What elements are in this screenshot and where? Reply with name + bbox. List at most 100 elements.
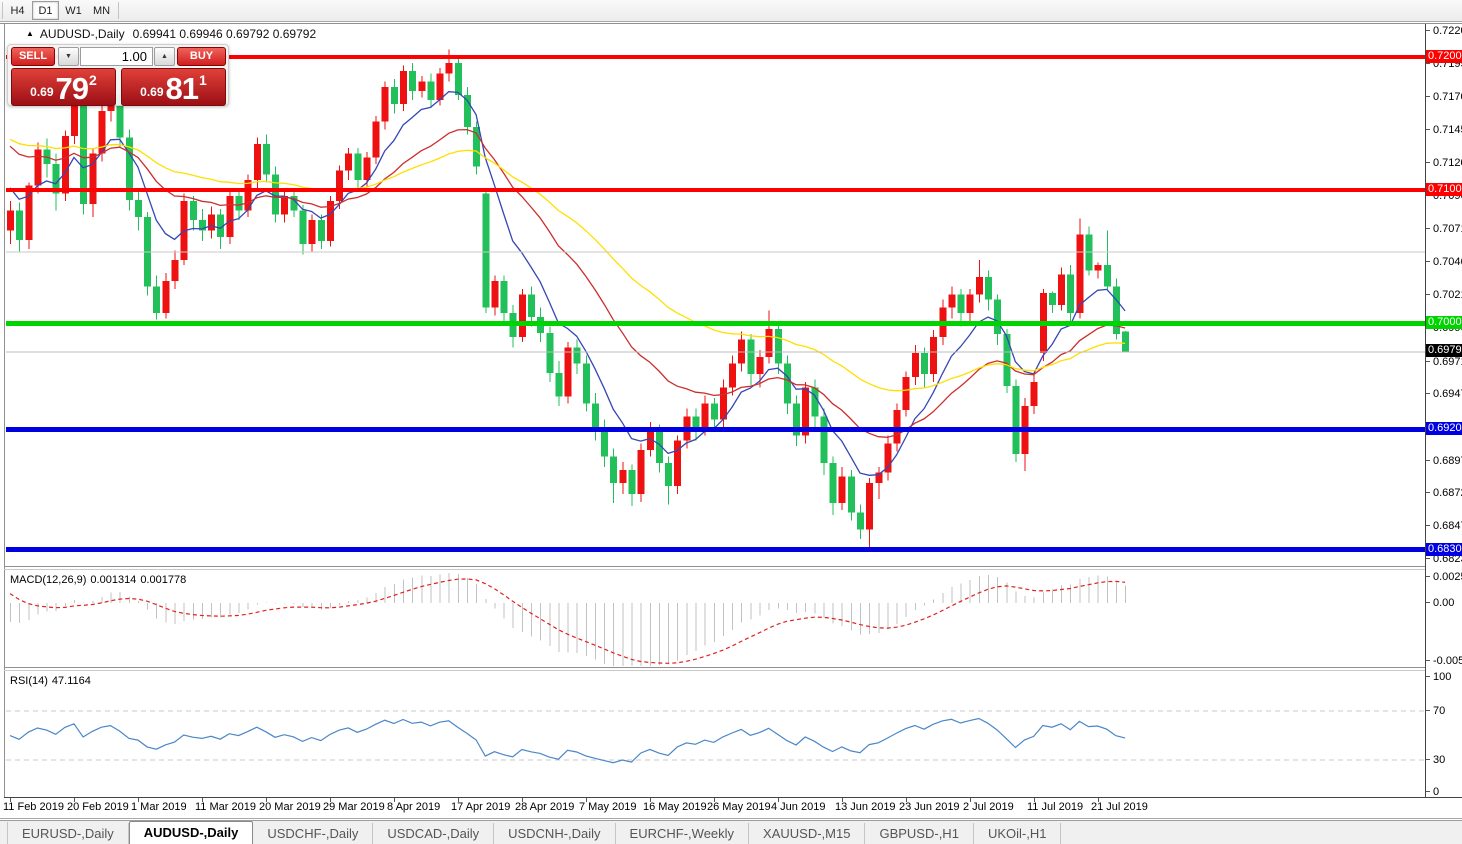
main-chart-canvas[interactable] bbox=[6, 25, 1425, 566]
slow-ma-line bbox=[9, 138, 1126, 392]
chart-tab-ukoil[interactable]: UKOil-,H1 bbox=[974, 823, 1062, 844]
price-axis[interactable]: 0.722000.719500.717050.714550.712050.709… bbox=[1426, 0, 1462, 818]
volume-increase-button[interactable]: ▲ bbox=[154, 47, 175, 66]
chart-tab-usdcnh[interactable]: USDCNH-,Daily bbox=[494, 823, 616, 844]
time-axis-tick bbox=[970, 798, 971, 802]
sell-price-pips: 79 bbox=[55, 70, 89, 106]
rsi-scale-label: 70 bbox=[1426, 705, 1445, 717]
time-axis-border bbox=[4, 797, 1462, 798]
time-axis-label: 13 Jun 2019 bbox=[835, 801, 896, 813]
window-top-border bbox=[0, 23, 1462, 24]
chart-tab-gbpusd[interactable]: GBPUSD-,H1 bbox=[865, 823, 974, 844]
rsi-line bbox=[9, 717, 1126, 764]
timeframe-button-w1[interactable]: W1 bbox=[65, 5, 82, 17]
chart-tab-bar: EURUSD-,Daily AUDUSD-,Daily USDCHF-,Daily U… bbox=[0, 820, 1462, 844]
volume-decrease-button[interactable]: ▼ bbox=[58, 47, 79, 66]
sell-button[interactable]: SELL bbox=[11, 47, 55, 66]
time-axis-tick bbox=[1098, 798, 1099, 802]
fast-ma-line bbox=[9, 91, 1126, 476]
macd-indicator-canvas[interactable] bbox=[6, 570, 1425, 667]
rsi-name: RSI(14) bbox=[10, 675, 48, 687]
timeframe-button-h4[interactable]: H4 bbox=[10, 5, 25, 17]
chart-tab-audusd[interactable]: AUDUSD-,Daily bbox=[128, 821, 254, 844]
chart-title: ▲ AUDUSD-,Daily 0.69941 0.69946 0.69792 0.… bbox=[26, 27, 316, 41]
volume-input[interactable] bbox=[80, 47, 153, 66]
time-axis-label: 21 Jul 2019 bbox=[1091, 801, 1148, 813]
sell-price-point: 2 bbox=[89, 72, 97, 88]
chart-tab-eurchf[interactable]: EURCHF-,Weekly bbox=[616, 823, 750, 844]
one-click-trading-panel: SELL ▼ ▲ BUY 0.69 79 2 0.69 81 1 bbox=[7, 44, 229, 106]
price-axis-tick: 0.71455 bbox=[1426, 124, 1462, 136]
price-axis-tick: 0.68970 bbox=[1426, 455, 1462, 467]
time-axis-tick bbox=[1034, 798, 1035, 802]
time-axis-label: 11 Jul 2019 bbox=[1027, 801, 1084, 813]
timeframe-button-mn[interactable]: MN bbox=[92, 5, 111, 17]
candles-layer bbox=[7, 49, 1130, 548]
time-axis-tick bbox=[458, 798, 459, 802]
time-axis-label: 8 Apr 2019 bbox=[387, 801, 441, 813]
chart-tab-usdcad[interactable]: USDCAD-,Daily bbox=[373, 823, 495, 844]
time-axis-label: 17 Apr 2019 bbox=[451, 801, 511, 813]
time-axis-tick bbox=[522, 798, 523, 802]
rsi-scale-label: 100 bbox=[1426, 671, 1451, 683]
time-axis-label: 2 Jul 2019 bbox=[963, 801, 1014, 813]
time-axis-tick bbox=[714, 798, 715, 802]
time-axis-label: 29 Mar 2019 bbox=[323, 801, 385, 813]
macd-scale-label: -0.005234 bbox=[1426, 655, 1462, 667]
price-level-tag: 0.71005 bbox=[1426, 183, 1462, 196]
price-axis-tick: 0.71205 bbox=[1426, 157, 1462, 169]
sell-price-prefix: 0.69 bbox=[30, 85, 54, 99]
price-axis-tick: 0.70710 bbox=[1426, 223, 1462, 235]
chart-symbol-label: AUDUSD-,Daily bbox=[39, 27, 125, 41]
buy-quote-box[interactable]: 0.69 81 1 bbox=[121, 68, 226, 106]
price-axis-tick: 0.68475 bbox=[1426, 520, 1462, 532]
time-axis-tick bbox=[266, 798, 267, 802]
current-price-tag: 0.69792 bbox=[1426, 344, 1462, 357]
price-level-tag: 0.69204 bbox=[1426, 422, 1462, 435]
time-axis-tick bbox=[906, 798, 907, 802]
time-axis-label: 4 Jun 2019 bbox=[771, 801, 826, 813]
rsi-indicator-canvas[interactable] bbox=[6, 671, 1425, 797]
timeframe-button-d1[interactable]: D1 bbox=[32, 1, 59, 20]
time-axis-tick bbox=[394, 798, 395, 802]
macd-scale-label: 0.00 bbox=[1426, 597, 1454, 609]
rsi-label: RSI(14) 47.1164 bbox=[10, 675, 95, 687]
axis-separator-line bbox=[1425, 24, 1426, 798]
time-axis-label: 23 Jun 2019 bbox=[899, 801, 960, 813]
time-axis-tick bbox=[842, 798, 843, 802]
buy-price-prefix: 0.69 bbox=[140, 85, 164, 99]
toolbar-separator bbox=[118, 2, 119, 19]
current-price-line bbox=[6, 351, 1425, 353]
window-left-border bbox=[4, 24, 5, 818]
horizontal-level-lines[interactable] bbox=[6, 54, 1425, 553]
time-axis-label: 11 Mar 2019 bbox=[195, 801, 256, 813]
time-axis[interactable]: 11 Feb 2019 20 Feb 2019 1 Mar 2019 11 Mar 2… bbox=[0, 798, 1425, 818]
time-axis-tick bbox=[330, 798, 331, 802]
macd-signal-line bbox=[9, 578, 1126, 664]
time-axis-label: 20 Feb 2019 bbox=[67, 801, 129, 813]
buy-price-point: 1 bbox=[199, 72, 207, 88]
main-macd-splitter[interactable] bbox=[4, 566, 1425, 567]
tab-bar-lead bbox=[0, 822, 8, 844]
time-axis-label: 28 Apr 2019 bbox=[515, 801, 575, 813]
price-level-tag: 0.72005 bbox=[1426, 50, 1462, 63]
time-axis-tick bbox=[10, 798, 11, 802]
arrow-up-icon: ▲ bbox=[161, 53, 168, 60]
arrow-down-icon: ▼ bbox=[65, 53, 72, 60]
macd-rsi-splitter[interactable] bbox=[4, 667, 1425, 668]
time-axis-label: 16 May 2019 bbox=[643, 801, 707, 813]
time-axis-label: 26 May 2019 bbox=[707, 801, 771, 813]
buy-price-pips: 81 bbox=[165, 70, 199, 106]
collapse-triangle-icon[interactable]: ▲ bbox=[26, 29, 34, 38]
chart-tab-usdchf[interactable]: USDCHF-,Daily bbox=[253, 823, 374, 844]
time-axis-tick bbox=[202, 798, 203, 802]
chart-tab-xauusd[interactable]: XAUUSD-,M15 bbox=[749, 823, 866, 844]
medium-ma-line bbox=[9, 128, 1126, 438]
macd-value-main: 0.001314 bbox=[90, 574, 137, 586]
macd-value-signal: 0.001778 bbox=[140, 574, 187, 586]
macd-rsi-splitter-shadow bbox=[4, 670, 1425, 671]
price-axis-tick: 0.71705 bbox=[1426, 91, 1462, 103]
sell-quote-box[interactable]: 0.69 79 2 bbox=[11, 68, 116, 106]
chart-tab-eurusd[interactable]: EURUSD-,Daily bbox=[8, 823, 129, 844]
buy-button[interactable]: BUY bbox=[177, 47, 226, 66]
